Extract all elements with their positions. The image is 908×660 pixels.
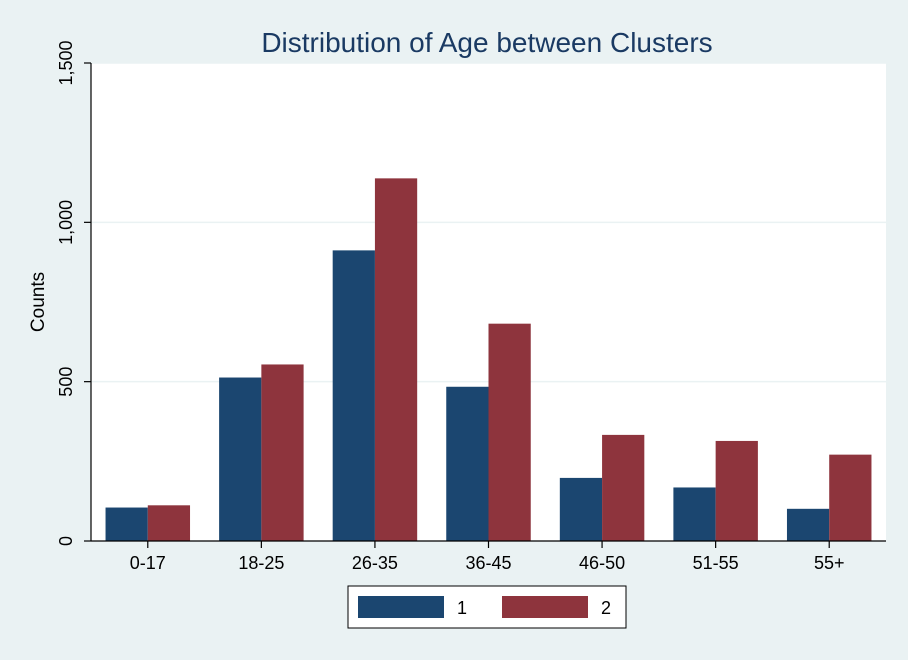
y-axis-label: Counts [28, 272, 49, 332]
legend-swatch-series-2 [502, 596, 588, 618]
bar-series-1-18-25 [219, 377, 262, 541]
bar-series-1-46-50 [559, 477, 603, 541]
bar-series-1-55+ [786, 508, 830, 541]
x-axis-ticks: 0-17 18-25 26-35 36-45 46-50 51-55 55+ [130, 541, 845, 573]
bar-series-2-36-45 [488, 323, 531, 541]
x-tick-label: 51-55 [693, 553, 739, 573]
x-tick-label: 55+ [814, 553, 845, 573]
x-tick-label: 0-17 [130, 553, 166, 573]
y-tick-label: 0 [56, 536, 76, 546]
legend-swatch-series-1 [358, 596, 444, 618]
x-tick-label: 26-35 [352, 553, 398, 573]
bar-series-1-26-35 [332, 250, 375, 541]
y-axis-ticks: 0 500 1,000 1,500 [56, 40, 91, 546]
x-tick-label: 18-25 [238, 553, 284, 573]
bar-series-2-0-17 [147, 505, 191, 541]
bar-series-1-36-45 [446, 386, 489, 541]
x-tick-label: 46-50 [579, 553, 625, 573]
bar-series-2-18-25 [261, 364, 304, 541]
x-tick-label: 36-45 [465, 553, 511, 573]
y-tick-label: 1,000 [56, 200, 76, 245]
bar-series-2-26-35 [374, 178, 418, 541]
legend-label-series-1: 1 [457, 598, 467, 618]
bar-series-2-55+ [829, 454, 872, 541]
bar-series-1-51-55 [673, 487, 716, 541]
bar-series-2-46-50 [602, 434, 645, 541]
legend: 1 2 [347, 585, 627, 629]
chart-title: Distribution of Age between Clusters [261, 27, 712, 58]
bar-series-1-0-17 [105, 507, 148, 541]
bars [105, 178, 872, 541]
y-tick-label: 500 [56, 367, 76, 397]
legend-label-series-2: 2 [601, 598, 611, 618]
y-tick-label: 1,500 [56, 40, 76, 85]
bar-series-2-51-55 [715, 440, 758, 541]
